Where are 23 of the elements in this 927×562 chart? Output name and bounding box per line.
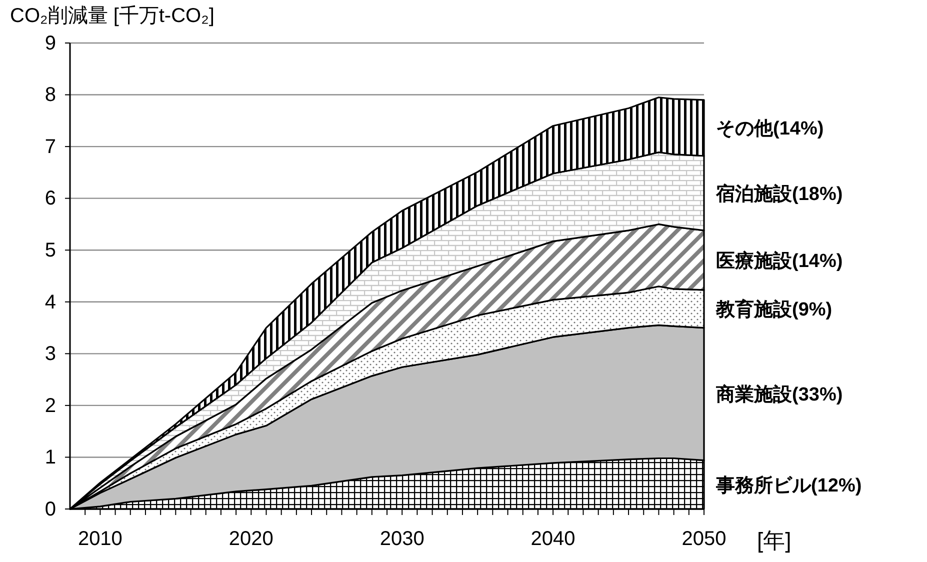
x-axis-title: [年] (757, 528, 792, 553)
x-tick-label: 2010 (78, 528, 122, 550)
x-tick-label: 2030 (380, 528, 424, 550)
y-tick-label: 6 (44, 188, 56, 210)
y-tick-label: 0 (44, 498, 56, 520)
y-tick-label: 2 (44, 394, 56, 417)
series-label: 教育施設(9%) (715, 298, 832, 321)
x-tick-label: 2020 (228, 528, 274, 550)
y-tick-label: 3 (44, 343, 56, 366)
series-label: その他(14%) (716, 118, 824, 140)
series-label: 事務所ビル(12%) (715, 474, 862, 496)
x-tick-label: 2050 (682, 528, 726, 550)
y-tick-label: 7 (44, 136, 56, 158)
y-tick-label: 5 (44, 240, 56, 262)
y-tick-label: 8 (44, 84, 56, 106)
y-tick-label: 9 (44, 32, 56, 54)
y-axis-title: CO₂削減量 [千万t-CO₂] (10, 5, 214, 27)
x-tick-label: 2040 (530, 528, 576, 550)
series-label: 商業施設(33%) (715, 384, 843, 406)
y-tick-label: 4 (44, 291, 56, 314)
series-label: 医療施設(14%) (716, 250, 843, 272)
series-label: 宿泊施設(18%) (715, 182, 843, 205)
y-tick-label: 1 (44, 446, 56, 469)
